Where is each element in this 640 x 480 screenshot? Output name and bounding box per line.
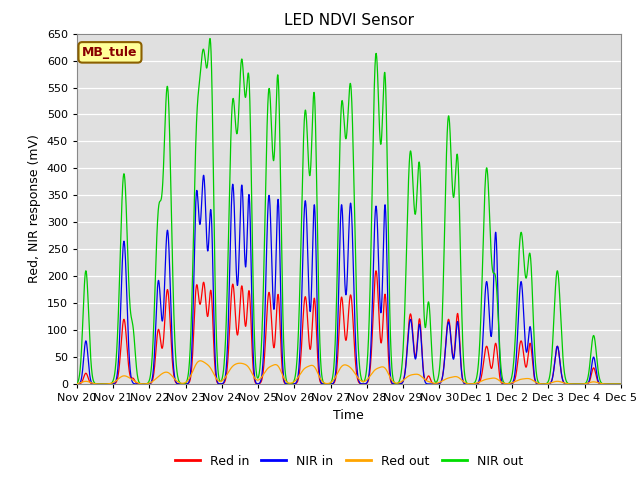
Y-axis label: Red, NIR response (mV): Red, NIR response (mV) xyxy=(28,134,41,283)
X-axis label: Time: Time xyxy=(333,408,364,421)
Text: MB_tule: MB_tule xyxy=(82,46,138,59)
Title: LED NDVI Sensor: LED NDVI Sensor xyxy=(284,13,414,28)
Legend: Red in, NIR in, Red out, NIR out: Red in, NIR in, Red out, NIR out xyxy=(170,450,528,473)
